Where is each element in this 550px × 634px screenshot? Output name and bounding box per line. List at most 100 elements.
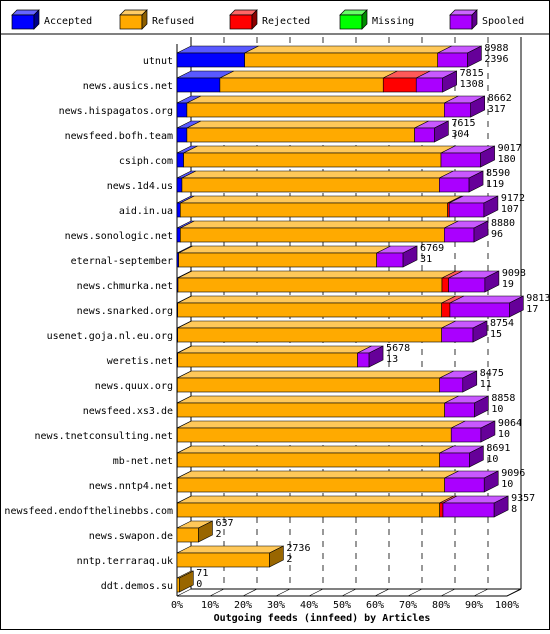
bar-segment-spooled	[443, 227, 475, 243]
bar-segment-spooled	[474, 395, 489, 418]
data-label-total: 9096	[501, 468, 525, 479]
legend-label-accepted: Accepted	[44, 16, 92, 27]
data-label-accepted: 13	[386, 354, 398, 365]
data-label-total: 9098	[502, 268, 526, 279]
bar-segment-accepted	[176, 77, 221, 93]
bar-segment-rejected	[439, 502, 444, 518]
bar-segment-refused	[177, 302, 442, 318]
bar-segment-refused	[219, 77, 384, 93]
y-category-label: news.snarked.org	[77, 306, 173, 317]
x-axis-title: Outgoing feeds (innfeed) by Articles	[214, 612, 431, 624]
bar-segment-refused	[183, 145, 456, 154]
y-category-label: mb-net.net	[113, 456, 173, 467]
y-category-label: news.hispagatos.org	[59, 106, 173, 117]
bar-segment-refused	[177, 327, 442, 343]
floor-grid-line	[407, 588, 423, 597]
bar-segment-refused	[177, 502, 440, 518]
bar-segment-refused	[177, 295, 456, 304]
y-category-label: usenet.goja.nl.eu.org	[47, 331, 173, 342]
legend-swatch-rejected	[251, 9, 258, 30]
bar-segment-spooled	[483, 195, 499, 218]
data-label-accepted: 10	[498, 429, 510, 440]
x-tick-label: 10%	[201, 600, 219, 611]
x-tick-label: 70%	[399, 600, 417, 611]
bar-segment-accepted	[176, 127, 188, 143]
data-label-total: 8691	[486, 443, 510, 454]
bar-segment-spooled	[472, 320, 488, 343]
bar-segment-refused	[176, 552, 270, 568]
bar-segment-refused	[269, 545, 284, 568]
data-label-total: 8475	[480, 368, 504, 379]
bar-segment-spooled	[462, 370, 478, 393]
bar-segment-refused	[177, 445, 454, 454]
bar-segment-refused	[177, 420, 466, 429]
bar-segment-refused	[177, 345, 372, 354]
bar-segment-spooled	[442, 70, 457, 93]
bar-segment-spooled	[439, 177, 470, 193]
data-label-accepted: 19	[502, 279, 514, 290]
data-label-accepted: 31	[420, 254, 432, 265]
bar-segment-spooled	[449, 302, 510, 318]
bar-segment-spooled	[439, 452, 470, 468]
legend-label-spooled: Spooled	[482, 16, 524, 27]
bar-segment-spooled	[470, 95, 486, 118]
legend-swatch-spooled	[471, 9, 478, 30]
legend-swatch-missing	[339, 14, 363, 30]
bar-segment-refused	[186, 127, 415, 143]
data-label-accepted: 304	[451, 129, 469, 140]
data-label-total: 6769	[420, 243, 444, 254]
bar-segment-spooled	[437, 52, 468, 68]
bar-segment-spooled	[402, 245, 418, 268]
data-label-total: 8880	[491, 218, 515, 229]
bar-segment-refused	[181, 177, 440, 193]
bar-segment-spooled	[509, 295, 524, 318]
data-label-total: 7615	[451, 118, 475, 129]
bar-segment-spooled	[441, 327, 474, 343]
bar-segment-spooled	[439, 377, 464, 393]
bar-segment-refused	[178, 252, 377, 268]
data-label-total: 7815	[460, 68, 484, 79]
data-label-total: 9064	[498, 418, 522, 429]
y-category-label: news.swapon.de	[89, 531, 173, 542]
x-tick-label: 30%	[267, 600, 285, 611]
floor-grid-line	[374, 588, 390, 597]
bar-segment-refused	[180, 220, 459, 229]
bar-segment-spooled	[467, 45, 482, 68]
bar-segment-refused	[177, 495, 454, 504]
floor-grid-line	[242, 588, 258, 597]
bar-segment-spooled	[442, 502, 495, 518]
bar-segment-spooled	[444, 477, 485, 493]
bar-segment-refused	[177, 452, 440, 468]
y-category-label: utnut	[143, 56, 173, 67]
bar-segment-spooled	[376, 252, 404, 268]
bar-segment-refused	[178, 245, 391, 254]
bar-segment-spooled	[473, 220, 489, 243]
data-label-accepted: 119	[486, 179, 504, 190]
bar-segment-accepted	[176, 52, 245, 68]
legend-swatch-rejected	[229, 14, 253, 30]
data-label-accepted: 96	[491, 229, 503, 240]
data-label-total: 9172	[501, 193, 525, 204]
data-label-accepted: 17	[526, 304, 538, 315]
legend-swatch-spooled	[449, 14, 473, 30]
bar-segment-spooled	[450, 427, 482, 443]
bar-segment-refused	[177, 370, 454, 379]
data-label-total: 5678	[386, 343, 410, 354]
x-tick-label: 100%	[495, 600, 519, 611]
legend-label-refused: Refused	[152, 16, 194, 27]
bar-segment-refused	[180, 202, 448, 218]
bar-segment-refused	[177, 270, 457, 279]
data-label-accepted: 107	[501, 204, 519, 215]
bar-segment-spooled	[443, 102, 471, 118]
data-label-total: 9813	[526, 293, 550, 304]
legend-swatch-accepted	[11, 14, 35, 30]
legend-swatch-accepted	[33, 9, 40, 30]
legend-label-rejected: Rejected	[262, 16, 310, 27]
bar-segment-refused	[180, 195, 462, 204]
bar-segment-refused	[176, 527, 199, 543]
floor-grid-line	[506, 588, 522, 597]
data-label-accepted: 1308	[460, 79, 484, 90]
x-tick-label: 40%	[300, 600, 318, 611]
x-tick-label: 50%	[333, 600, 351, 611]
y-category-label: news.1d4.us	[107, 181, 173, 192]
